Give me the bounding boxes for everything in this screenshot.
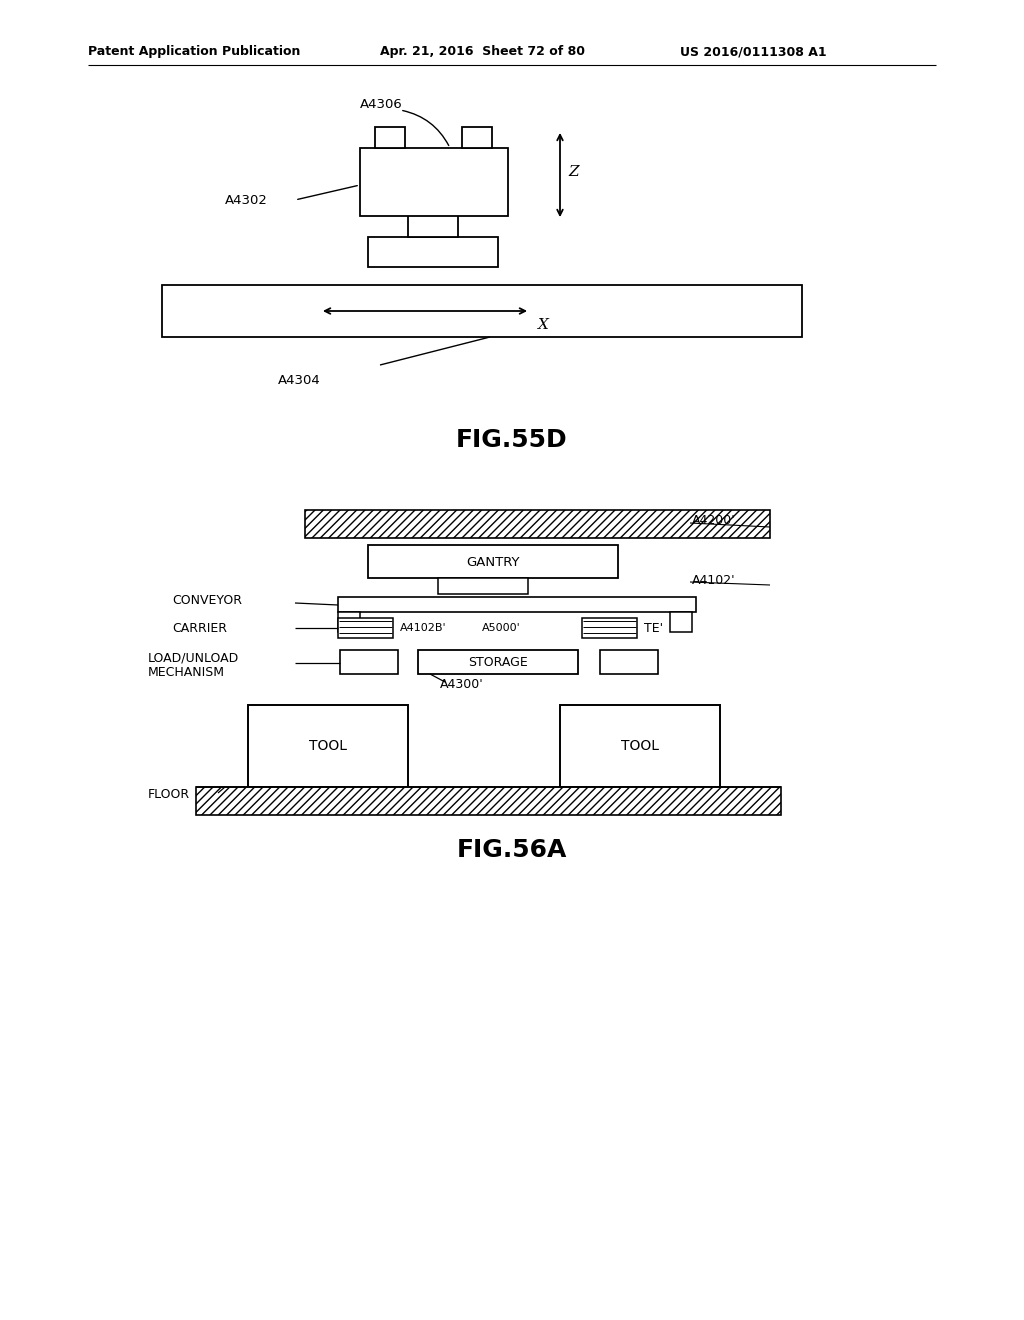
Bar [438, 578, 528, 594]
Text: TOOL: TOOL [621, 739, 659, 752]
Bar [560, 705, 720, 787]
Bar [418, 649, 578, 675]
Text: A4300': A4300' [440, 678, 483, 692]
Text: Patent Application Publication: Patent Application Publication [88, 45, 300, 58]
Text: US 2016/0111308 A1: US 2016/0111308 A1 [680, 45, 826, 58]
Bar [305, 510, 770, 539]
Text: X: X [538, 318, 549, 333]
Text: A4200': A4200' [692, 513, 736, 527]
Bar [408, 191, 458, 238]
Bar [670, 612, 692, 632]
Text: STORAGE: STORAGE [468, 656, 528, 668]
Bar [462, 127, 492, 148]
Text: A4304: A4304 [278, 374, 321, 387]
Bar [368, 238, 498, 267]
Bar [360, 148, 508, 216]
Text: GANTRY: GANTRY [466, 556, 520, 569]
Text: Z: Z [568, 165, 579, 180]
Bar [368, 545, 618, 578]
Text: CONVEYOR: CONVEYOR [172, 594, 242, 606]
Text: A4102B': A4102B' [400, 623, 446, 634]
Text: MECHANISM: MECHANISM [148, 665, 225, 678]
Bar [338, 612, 360, 632]
Bar [340, 649, 398, 675]
Text: FLOOR: FLOOR [148, 788, 190, 801]
Text: A4102': A4102' [692, 573, 735, 586]
Bar [375, 127, 406, 148]
Text: A5000': A5000' [482, 623, 521, 634]
Text: FIG.55D: FIG.55D [456, 428, 568, 451]
Text: TOOL: TOOL [309, 739, 347, 752]
Text: CARRIER: CARRIER [172, 622, 227, 635]
Bar [338, 618, 393, 638]
Bar [248, 705, 408, 787]
Bar [162, 285, 802, 337]
Text: A4302: A4302 [225, 194, 268, 206]
Text: Apr. 21, 2016  Sheet 72 of 80: Apr. 21, 2016 Sheet 72 of 80 [380, 45, 585, 58]
Bar [338, 597, 696, 612]
Text: FIG.56A: FIG.56A [457, 838, 567, 862]
Bar [582, 618, 637, 638]
Bar [196, 787, 781, 814]
Bar [600, 649, 658, 675]
Text: A4306: A4306 [360, 99, 402, 111]
Text: TE': TE' [644, 622, 664, 635]
Text: LOAD/UNLOAD: LOAD/UNLOAD [148, 652, 240, 664]
